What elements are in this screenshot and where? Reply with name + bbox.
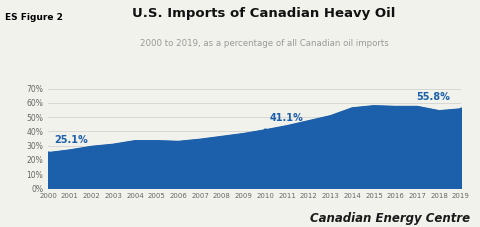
Text: Canadian Energy Centre: Canadian Energy Centre	[310, 212, 470, 225]
Text: 55.8%: 55.8%	[416, 92, 450, 102]
Text: 25.1%: 25.1%	[55, 136, 88, 146]
Text: 41.1%: 41.1%	[270, 113, 303, 123]
Text: 2000 to 2019, as a percentage of all Canadian oil imports: 2000 to 2019, as a percentage of all Can…	[140, 39, 388, 48]
Text: U.S. Imports of Canadian Heavy Oil: U.S. Imports of Canadian Heavy Oil	[132, 7, 396, 20]
Text: ES Figure 2: ES Figure 2	[5, 13, 63, 22]
